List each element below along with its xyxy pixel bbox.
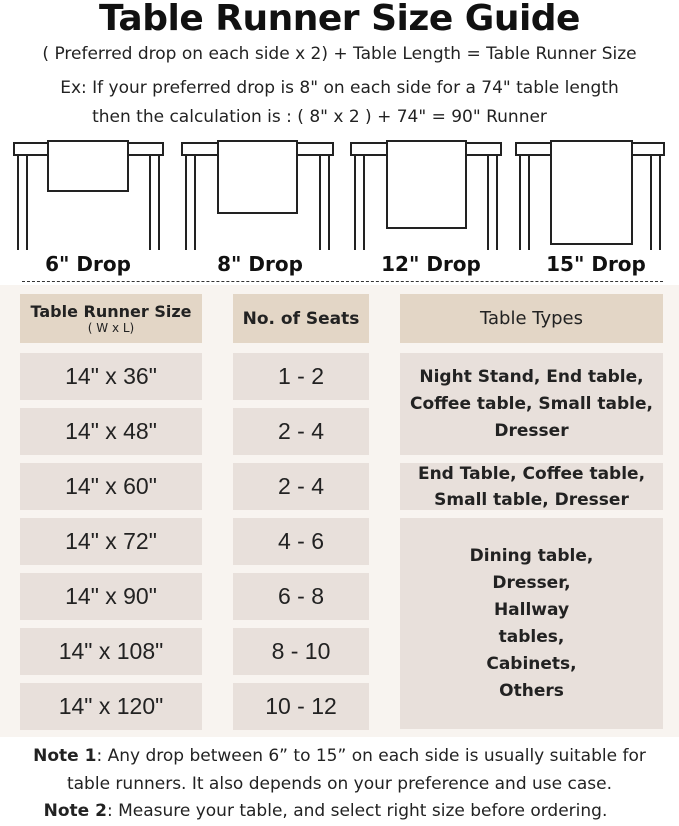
table-drop-illustrations	[13, 140, 665, 250]
header-seats: No. of Seats	[233, 294, 369, 343]
table-leg	[650, 154, 661, 250]
table-leg	[185, 154, 196, 250]
runner	[550, 140, 633, 245]
runner	[47, 140, 129, 192]
runner	[217, 140, 298, 214]
seats-cell: 1 - 2	[233, 353, 369, 400]
example-line-2: then the calculation is : ( 8" x 2 ) + 7…	[92, 107, 547, 127]
seats-cell: 10 - 12	[233, 683, 369, 730]
divider	[22, 281, 663, 282]
note-2: Note 2: Measure your table, and select r…	[0, 801, 665, 821]
table-leg	[487, 154, 498, 250]
seats-cell: 8 - 10	[233, 628, 369, 675]
size-cell: 14" x 60"	[20, 463, 202, 510]
drop-label: 12" Drop	[381, 252, 481, 276]
note-1-text: : Any drop between 6” to 15” on each sid…	[96, 746, 646, 766]
note-1: Note 1: Any drop between 6” to 15” on ea…	[0, 746, 679, 766]
table-type-cell: Night Stand, End table, Coffee table, Sm…	[400, 353, 663, 455]
table-type-cell: Dining table, Dresser, Hallway tables, C…	[400, 518, 663, 729]
drop-label: 6" Drop	[45, 252, 131, 276]
seats-cell: 4 - 6	[233, 518, 369, 565]
header-size: Table Runner Size ( W x L)	[20, 294, 202, 343]
page-title: Table Runner Size Guide	[99, 0, 580, 39]
table-leg	[319, 154, 330, 250]
size-cell: 14" x 108"	[20, 628, 202, 675]
drop-label: 8" Drop	[217, 252, 303, 276]
header-size-label: Table Runner Size	[30, 302, 192, 321]
header-types: Table Types	[400, 294, 663, 343]
note-2-text: : Measure your table, and select right s…	[106, 801, 608, 821]
note-1-label: Note 1	[33, 746, 97, 766]
runner	[386, 140, 467, 229]
size-cell: 14" x 72"	[20, 518, 202, 565]
note-1-cont: table runners. It also depends on your p…	[66, 774, 613, 794]
table-leg	[149, 154, 160, 250]
size-cell: 14" x 48"	[20, 408, 202, 455]
header-size-sub: ( W x L)	[87, 321, 135, 335]
table-leg	[354, 154, 365, 250]
example-line-1: Ex: If your preferred drop is 8" on each…	[60, 78, 619, 98]
size-cell: 14" x 90"	[20, 573, 202, 620]
seats-cell: 6 - 8	[233, 573, 369, 620]
seats-cell: 2 - 4	[233, 408, 369, 455]
size-cell: 14" x 36"	[20, 353, 202, 400]
drop-label: 15" Drop	[546, 252, 646, 276]
formula: ( Preferred drop on each side x 2) + Tab…	[42, 44, 637, 64]
seats-cell: 2 - 4	[233, 463, 369, 510]
table-leg	[519, 154, 530, 250]
table-leg	[17, 154, 28, 250]
table-type-cell: End Table, Coffee table, Small table, Dr…	[400, 463, 663, 510]
size-cell: 14" x 120"	[20, 683, 202, 730]
note-2-label: Note 2	[43, 801, 107, 821]
